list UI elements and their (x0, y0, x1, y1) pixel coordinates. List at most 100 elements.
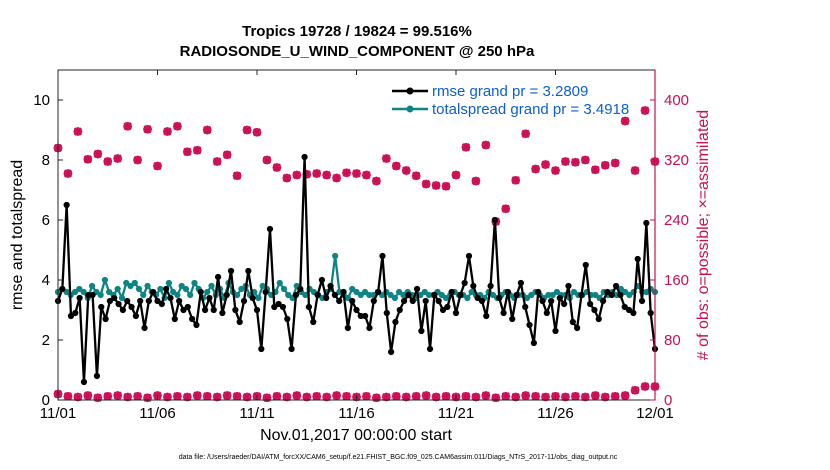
obs-assimilated-marker (63, 391, 73, 401)
series-point-rmse (487, 282, 494, 290)
x-tick-label: 12/01 (636, 405, 674, 422)
x-tick-label: 11/11 (239, 405, 274, 422)
series-point-rmse (292, 291, 300, 299)
y-tick-label: 0 (42, 392, 50, 409)
obs-assimilated-marker (123, 121, 132, 131)
plot-area (58, 70, 655, 400)
series-point-rmse (604, 288, 611, 296)
obs-assimilated-marker (600, 160, 610, 170)
series-point-rmse (483, 312, 490, 320)
series-point-spread (101, 276, 109, 284)
series-point-rmse (284, 315, 291, 323)
series-point-rmse (353, 306, 360, 314)
obs-assimilated-marker (431, 392, 441, 402)
obs-assimilated-marker (232, 171, 242, 181)
obs-assimilated-marker (292, 170, 302, 180)
series-point-rmse (327, 282, 334, 290)
series-point-rmse (608, 291, 615, 299)
series-point-rmse (452, 309, 460, 317)
obs-assimilated-marker (481, 391, 491, 400)
series-point-rmse (318, 276, 325, 284)
series-point-rmse (565, 282, 572, 290)
obs-assimilated-marker (193, 145, 202, 155)
series-point-rmse (323, 294, 330, 302)
obs-assimilated-marker (551, 166, 560, 175)
series-point-rmse (93, 372, 101, 380)
obs-assimilated-marker (451, 170, 461, 180)
y-right-tick-label: 160 (664, 272, 689, 289)
series-point-rmse (413, 285, 421, 293)
series-point-rmse (634, 255, 641, 263)
obs-assimilated-marker (173, 121, 182, 131)
series-point-rmse (513, 291, 520, 299)
y-tick-label: 8 (42, 152, 50, 169)
obs-assimilated-marker (212, 157, 222, 166)
series-point-rmse (227, 267, 235, 275)
series-point-rmse (67, 312, 75, 320)
series-point-rmse (349, 297, 356, 305)
obs-assimilated-marker (640, 106, 650, 115)
x-tick-label: 11/21 (438, 405, 474, 422)
series-point-rmse (271, 303, 278, 311)
obs-assimilated-marker (501, 204, 511, 214)
data-file-footer: data file: /Users/raeder/DAI/ATM_forcXX/… (179, 454, 618, 461)
y-tick-label: 4 (42, 272, 50, 289)
series-point-rmse (193, 321, 200, 329)
obs-assimilated-marker (133, 391, 142, 401)
y-axis-right-label: # of obs: o=possible; ×=assimilated (695, 110, 712, 360)
series-point-spread (234, 291, 241, 299)
series-point-rmse (409, 297, 416, 305)
obs-assimilated-marker (222, 391, 232, 400)
obs-assimilated-marker (113, 154, 122, 163)
obs-assimilated-marker (272, 163, 282, 172)
obs-assimilated-marker (372, 176, 381, 186)
series-point-rmse (210, 306, 217, 314)
series-point-spread (135, 285, 143, 293)
obs-assimilated-marker (541, 160, 550, 169)
series-point-rmse (556, 294, 563, 302)
obs-assimilated-marker (242, 125, 252, 135)
axes-layer: 11/01 11/06 11/11 11/16 11/21 11/26 12/0102468… (33, 69, 689, 422)
series-point-rmse (630, 309, 637, 317)
series-point-rmse (279, 303, 287, 311)
obs-assimilated-marker (292, 391, 302, 400)
series-point-spread (174, 291, 181, 299)
obs-assimilated-marker (93, 393, 103, 403)
obs-assimilated-marker (630, 385, 640, 395)
obs-assimilated-marker (232, 391, 242, 401)
series-point-rmse (539, 297, 546, 305)
series-point-rmse (206, 294, 213, 302)
obs-assimilated-marker (342, 391, 351, 401)
series-point-rmse (59, 285, 66, 293)
series-point-rmse (465, 252, 473, 260)
obs-assimilated-marker (471, 176, 481, 186)
obs-assimilated-marker (401, 166, 411, 175)
obs-assimilated-marker (531, 164, 540, 174)
series-point-spread (464, 294, 471, 302)
obs-assimilated-marker (372, 393, 381, 403)
series-point-rmse (119, 306, 126, 314)
x-tick-label: 11/06 (139, 405, 175, 422)
series-point-rmse (132, 312, 139, 320)
series-point-rmse (535, 288, 542, 296)
obs-assimilated-marker (471, 392, 481, 402)
y-right-tick-label: 0 (664, 392, 672, 409)
obs-assimilated-marker (521, 129, 530, 139)
obs-assimilated-marker (93, 149, 103, 159)
obs-assimilated-marker (163, 127, 172, 136)
series-point-rmse (552, 327, 559, 335)
series-point-rmse (189, 315, 196, 323)
obs-assimilated-marker (312, 169, 321, 178)
series-point-rmse (500, 309, 507, 317)
series-point-rmse (240, 297, 248, 305)
obs-assimilated-marker (441, 391, 451, 401)
series-point-rmse (219, 309, 226, 317)
legend-marker-spread (406, 105, 414, 113)
y-tick-label: 10 (33, 92, 50, 109)
series-point-rmse (171, 315, 178, 323)
series-point-rmse (396, 306, 403, 314)
series-point-spread (391, 294, 398, 302)
series-point-spread (332, 252, 339, 260)
obs-assimilated-marker (252, 127, 262, 137)
obs-assimilated-marker (272, 391, 282, 401)
